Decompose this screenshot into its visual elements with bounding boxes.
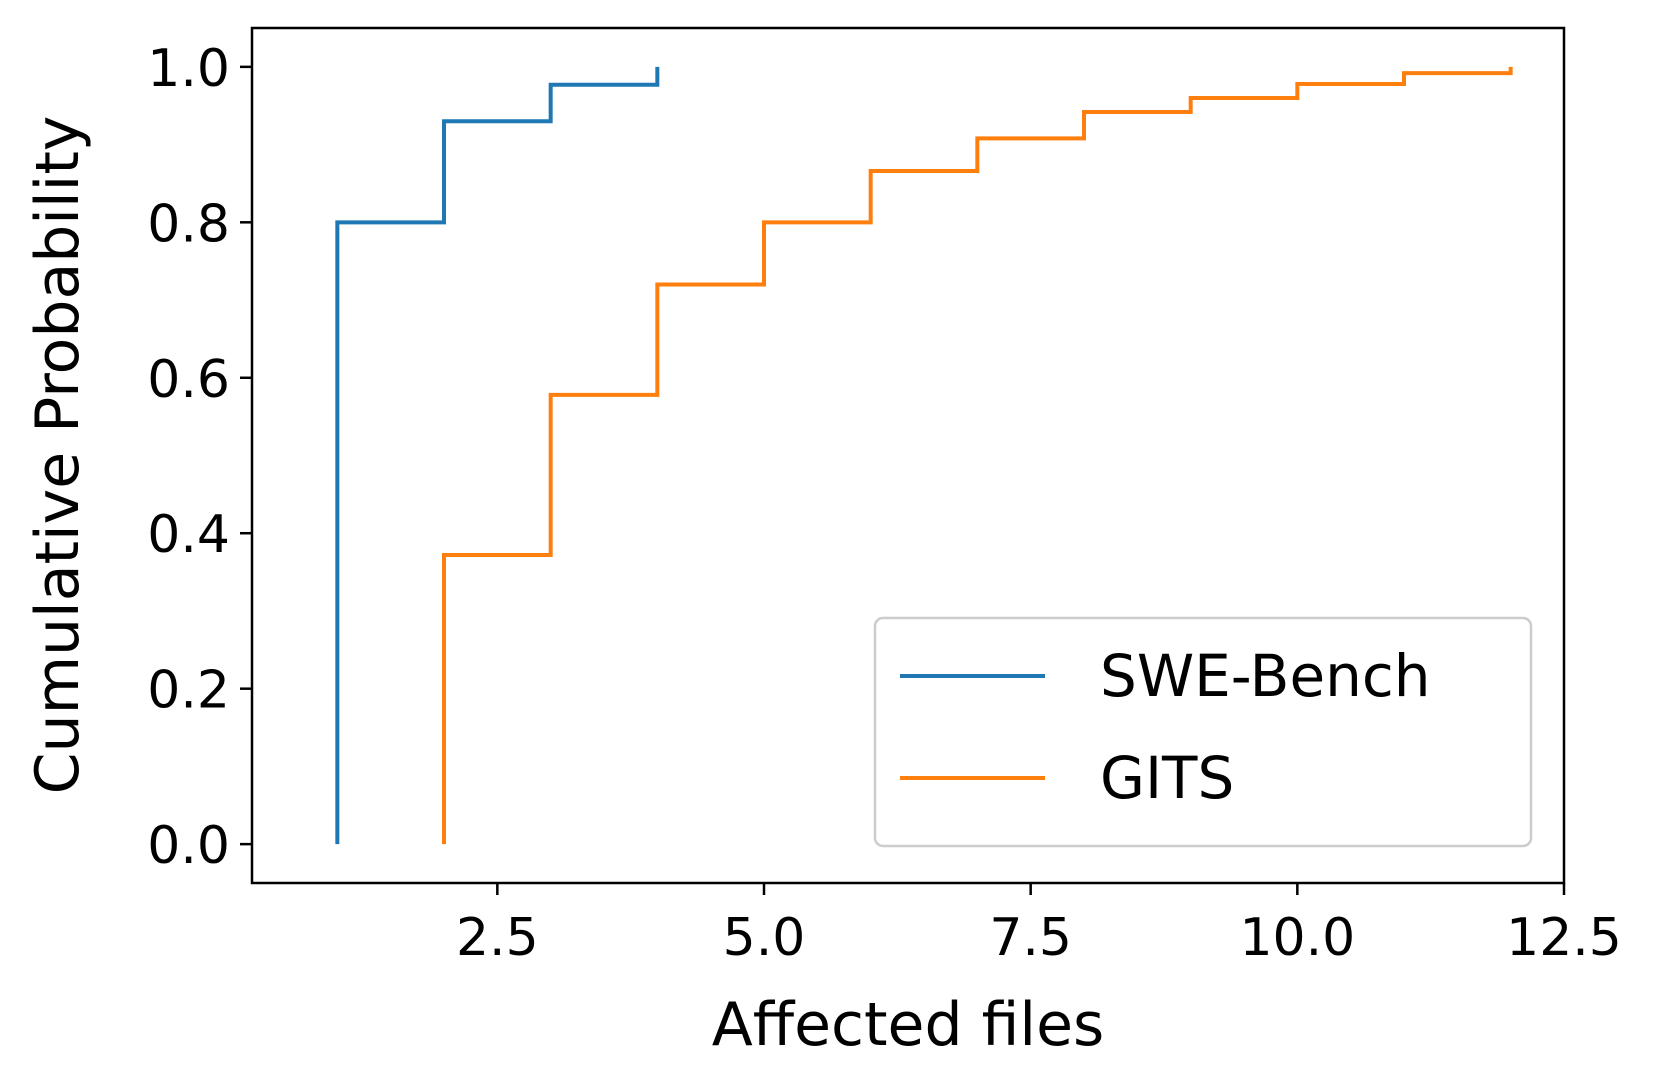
y-tick-label: 0.0 [147,816,230,876]
x-tick-label: 10.0 [1239,908,1355,968]
series-layer [335,66,1513,845]
y-tick-label: 0.2 [147,661,230,721]
x-tick-label: 5.0 [723,908,806,968]
series-line-swe-bench [335,66,660,845]
y-tick-label: 0.8 [147,194,230,254]
y-tick-label: 0.6 [147,350,230,410]
x-tick-label: 7.5 [989,908,1072,968]
x-tick-label: 12.5 [1506,908,1622,968]
y-axis-label: Cumulative Probability [23,116,93,795]
x-axis-label: Affected files [712,990,1105,1060]
legend-label-gits: GITS [1100,744,1234,812]
legend: SWE-Bench GITS [873,616,1533,848]
x-axis-ticks: 2.5 5.0 7.5 10.0 12.5 [456,883,1622,968]
series-line-gits [442,66,1513,845]
y-tick-label: 1.0 [147,39,230,99]
x-tick-label: 2.5 [456,908,539,968]
y-axis-ticks: 0.0 0.2 0.4 0.6 0.8 1.0 [147,39,252,876]
y-tick-label: 0.4 [147,505,230,565]
legend-label-swe-bench: SWE-Bench [1100,642,1431,710]
